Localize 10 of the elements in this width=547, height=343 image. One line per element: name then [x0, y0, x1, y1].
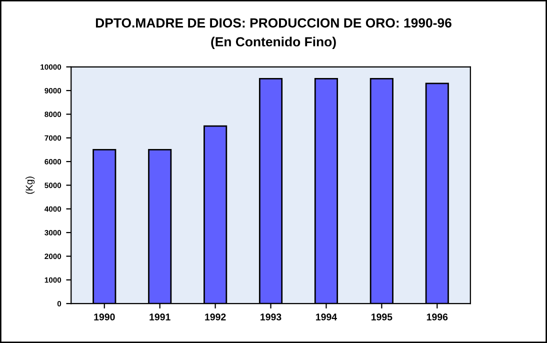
y-axis-title: (Kg): [26, 176, 35, 194]
chart-title: DPTO.MADRE DE DIOS: PRODUCCION DE ORO: 1990-96: [96, 18, 452, 28]
x-tick-label: 1993: [260, 314, 282, 320]
x-tick-label: 1995: [371, 314, 392, 320]
x-tick-label: 1994: [316, 314, 337, 320]
x-tick-label: 1990: [94, 314, 115, 320]
x-tick-label: 1992: [205, 314, 226, 320]
chart-subtitle: (En Contenido Fino): [211, 36, 336, 50]
x-tick-label: 1991: [150, 314, 170, 320]
x-tick-label: 1996: [426, 314, 448, 320]
